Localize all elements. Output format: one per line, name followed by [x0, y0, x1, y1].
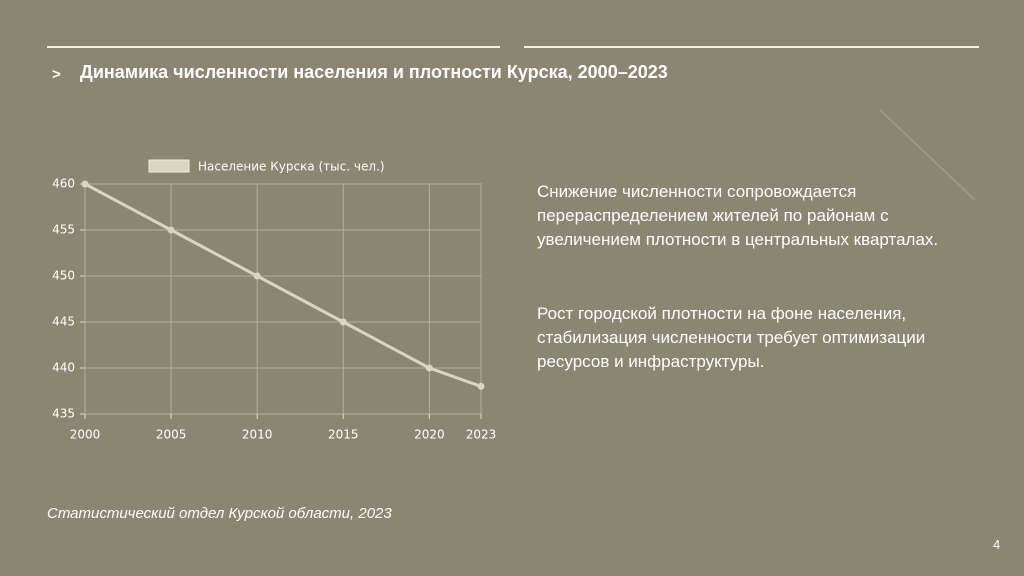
- paragraph: Снижение численности сопровождается пере…: [537, 182, 939, 249]
- legend-label: Население Курска (тыс. чел.): [198, 160, 385, 174]
- legend-swatch: [148, 159, 190, 173]
- y-tick-label: 445: [52, 315, 75, 329]
- y-tick-label: 450: [52, 269, 75, 283]
- y-tick-label: 460: [52, 177, 75, 191]
- data-point: [167, 226, 175, 234]
- x-tick-label: 2020: [414, 428, 445, 442]
- data-line: [84, 182, 482, 388]
- slide-title: Динамика численности населения и плотнос…: [80, 62, 668, 82]
- x-tick-label: 2015: [328, 428, 359, 442]
- y-tick-label: 435: [52, 407, 75, 421]
- plot-area: [84, 183, 482, 415]
- data-point: [81, 180, 89, 188]
- source-note: Статистический отдел Курской области, 20…: [47, 505, 392, 522]
- title-marker: >: [52, 66, 61, 83]
- y-tick-label: 455: [52, 223, 75, 237]
- data-point: [477, 382, 485, 390]
- data-point: [425, 364, 433, 372]
- divider: [524, 46, 979, 48]
- y-tick-label: 440: [52, 361, 75, 375]
- x-tick-label: 2005: [156, 428, 187, 442]
- x-tick-label: 2000: [70, 428, 101, 442]
- data-point: [253, 272, 261, 280]
- paragraph: Рост городской плотности на фоне населен…: [537, 304, 926, 371]
- page-number: 4: [993, 537, 1001, 552]
- divider: [47, 46, 500, 48]
- x-tick-label: 2010: [242, 428, 273, 442]
- x-tick-label: 2023: [466, 428, 497, 442]
- data-point: [339, 318, 347, 326]
- decoration: [879, 109, 976, 201]
